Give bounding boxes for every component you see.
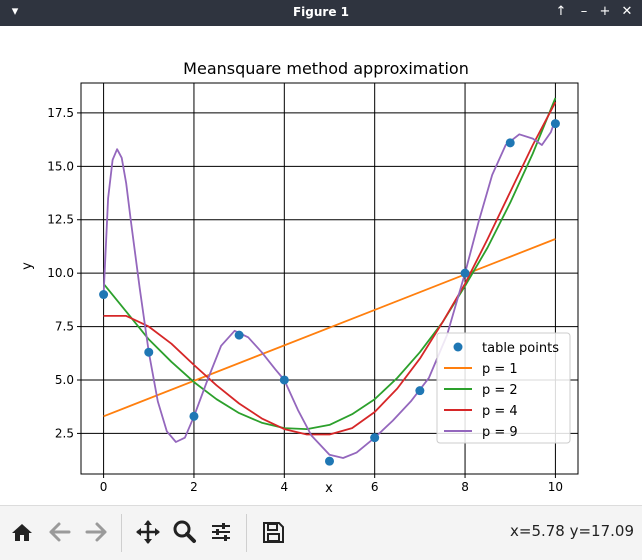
plot-frame	[80, 82, 579, 475]
legend: table points p = 1 p = 2 p = 4 p = 9	[436, 332, 571, 444]
back-arrow-icon[interactable]	[46, 518, 74, 546]
navigation-toolbar: x=5.78 y=17.09	[0, 505, 642, 560]
table-point	[234, 330, 244, 340]
table-point	[325, 456, 334, 466]
cursor-coordinates: x=5.78 y=17.09	[510, 522, 634, 540]
series-line-p-9	[102, 119, 557, 459]
legend-label-table-points: table points	[482, 341, 559, 356]
table-point	[505, 138, 515, 148]
figure-canvas[interactable]: Meansquare method approximation 0 2 4 6 8 10 2…	[0, 26, 642, 505]
x-tick-label: 0	[100, 480, 108, 494]
window-title: Figure 1	[292, 5, 350, 19]
y-tick-label: 15.0	[47, 159, 74, 173]
y-tick-label: 5.0	[55, 373, 74, 387]
y-tick-label: 10.0	[47, 266, 74, 280]
zoom-icon[interactable]	[170, 518, 198, 546]
table-point	[550, 119, 560, 129]
x-tick-label: 6	[371, 480, 379, 494]
toolbar-separator	[121, 514, 122, 552]
forward-arrow-icon[interactable]	[82, 518, 110, 546]
y-tick-label: 12.5	[47, 213, 74, 227]
pan-icon[interactable]	[134, 518, 162, 546]
x-tick-label: 2	[190, 480, 198, 494]
maximize-icon[interactable]: +	[599, 4, 611, 19]
keep-above-icon[interactable]: ↑	[555, 4, 567, 19]
table-point	[279, 375, 289, 385]
series-line-p-1	[103, 238, 556, 418]
table-point	[99, 290, 109, 300]
toolbar-separator	[246, 514, 247, 552]
window-menu-icon[interactable]: ▾	[11, 4, 19, 19]
minimize-icon[interactable]: –	[580, 4, 588, 19]
y-tick-label: 17.5	[47, 106, 74, 120]
legend-box	[436, 332, 571, 444]
series-line-p-4	[103, 101, 557, 436]
chart-title: Meansquare method approximation	[183, 59, 469, 78]
table-point	[460, 268, 470, 278]
legend-label-p9: p = 9	[482, 425, 518, 440]
series-line-p-2	[102, 97, 557, 430]
legend-label-p4: p = 4	[482, 404, 518, 419]
home-icon[interactable]	[8, 518, 36, 546]
table-point	[415, 386, 425, 396]
x-axis-label: x	[325, 481, 333, 496]
y-tick-label: 7.5	[55, 320, 74, 334]
configure-subplots-icon[interactable]	[207, 518, 235, 546]
x-tick-label: 4	[280, 480, 288, 494]
x-tick-label: 10	[548, 480, 563, 494]
close-icon[interactable]: ✕	[621, 4, 633, 19]
x-tick-label: 8	[461, 480, 469, 494]
series-layer	[102, 97, 557, 459]
chart: Meansquare method approximation 0 2 4 6 8 10 2…	[20, 59, 579, 496]
table-point	[370, 433, 380, 443]
table-point	[189, 411, 199, 421]
legend-label-p1: p = 1	[482, 362, 518, 377]
save-icon[interactable]	[259, 518, 287, 546]
table-point	[144, 347, 154, 357]
y-axis-label: y	[20, 262, 35, 270]
legend-marker-table-points	[453, 342, 463, 352]
points-layer	[99, 119, 560, 466]
y-tick-label: 2.5	[55, 426, 74, 440]
legend-label-p2: p = 2	[482, 383, 518, 398]
tick-layer: 0 2 4 6 8 10 2.5 5.0 7.5 10.0 12.5 15.0 17.5	[47, 106, 563, 494]
title-bar: ▾ Figure 1 ↑ – + ✕	[0, 0, 642, 26]
